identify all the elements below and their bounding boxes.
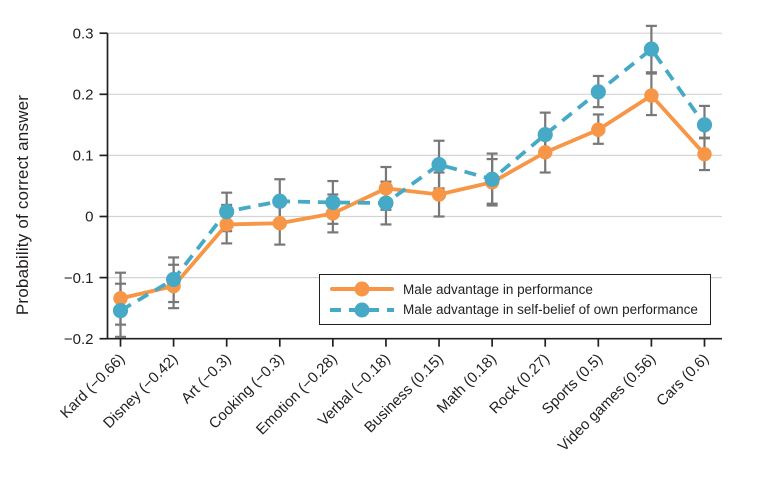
marker-self-belief bbox=[431, 156, 447, 173]
legend: Male advantage in performance Male advan… bbox=[319, 274, 711, 325]
marker-performance bbox=[378, 181, 394, 196]
y-axis-title: Probability of correct answer bbox=[13, 94, 32, 316]
series-line-self-belief bbox=[119, 47, 707, 313]
marker-self-belief bbox=[112, 302, 129, 319]
legend-dot-blue bbox=[354, 302, 370, 318]
marker-performance bbox=[325, 206, 341, 221]
marker-self-belief bbox=[378, 195, 394, 211]
y-tick-label: 0 bbox=[85, 209, 93, 226]
marker-performance bbox=[431, 187, 447, 202]
marker-self-belief bbox=[219, 204, 235, 220]
y-tick-label: 0.2 bbox=[73, 87, 94, 104]
marker-performance bbox=[697, 146, 712, 162]
marker-self-belief bbox=[537, 127, 553, 143]
marker-self-belief bbox=[272, 193, 288, 209]
marker-performance bbox=[538, 145, 553, 160]
legend-item-performance: Male advantage in performance bbox=[330, 281, 704, 298]
x-tick-label: Cars (0.6) bbox=[653, 351, 712, 410]
marker-performance bbox=[219, 217, 234, 232]
marker-performance bbox=[644, 88, 659, 103]
marker-self-belief bbox=[643, 41, 660, 57]
marker-performance bbox=[591, 122, 606, 137]
marker-self-belief bbox=[590, 84, 606, 100]
y-tick-label: 0.3 bbox=[73, 25, 94, 42]
legend-swatch-performance bbox=[330, 281, 394, 298]
y-tick-label: −0.2 bbox=[64, 331, 94, 348]
marker-performance bbox=[272, 216, 287, 231]
marker-self-belief bbox=[165, 271, 182, 288]
legend-dot-orange bbox=[354, 281, 370, 297]
legend-label-self-belief: Male advantage in self-belief of own per… bbox=[403, 302, 698, 318]
marker-self-belief bbox=[696, 117, 713, 133]
legend-item-self-belief: Male advantage in self-belief of own per… bbox=[330, 301, 704, 318]
legend-label-performance: Male advantage in performance bbox=[403, 281, 593, 297]
marker-self-belief bbox=[325, 194, 341, 211]
marker-self-belief bbox=[484, 171, 500, 187]
y-tick-label: 0.1 bbox=[73, 148, 94, 165]
legend-swatch-self-belief bbox=[330, 301, 394, 318]
x-tick-label: Video games (0.56) bbox=[555, 351, 659, 455]
marker-performance bbox=[113, 291, 128, 306]
y-tick-label: −0.1 bbox=[64, 270, 94, 287]
x-tick-label: Art (−0.3) bbox=[178, 351, 235, 408]
series-line-performance bbox=[118, 93, 707, 301]
